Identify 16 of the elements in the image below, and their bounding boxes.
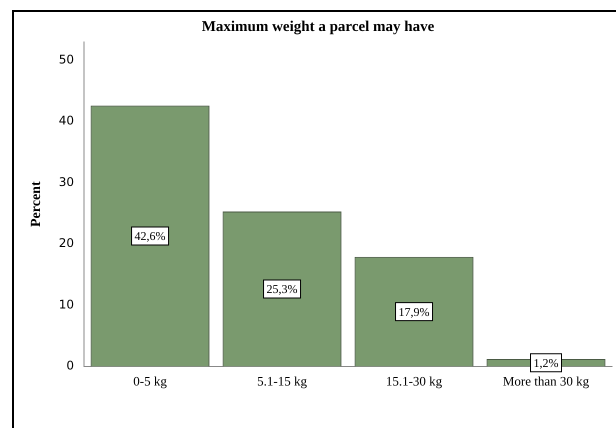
y-tick-label: 10: [58, 297, 74, 312]
data-label: 42,6%: [134, 229, 166, 244]
chart-title: Maximum weight a parcel may have: [202, 18, 435, 35]
y-tick-label: 30: [58, 174, 74, 189]
y-tick-label: 0: [66, 358, 74, 373]
x-tick-label: 0-5 kg: [133, 374, 168, 389]
y-tick-label: 40: [58, 114, 74, 128]
x-tick-label: 15.1-30 kg: [386, 374, 443, 389]
data-label: 25,3%: [266, 282, 298, 296]
y-tick-label: 20: [58, 236, 74, 250]
y-axis-title: Percent: [29, 181, 44, 228]
x-tick-label: More than 30 kg: [502, 374, 590, 389]
x-tick-label: 5.1-15 kg: [257, 374, 308, 389]
data-label: 1,2%: [534, 356, 559, 370]
y-tick-label: 50: [58, 52, 74, 66]
data-label: 17,9%: [398, 304, 430, 319]
